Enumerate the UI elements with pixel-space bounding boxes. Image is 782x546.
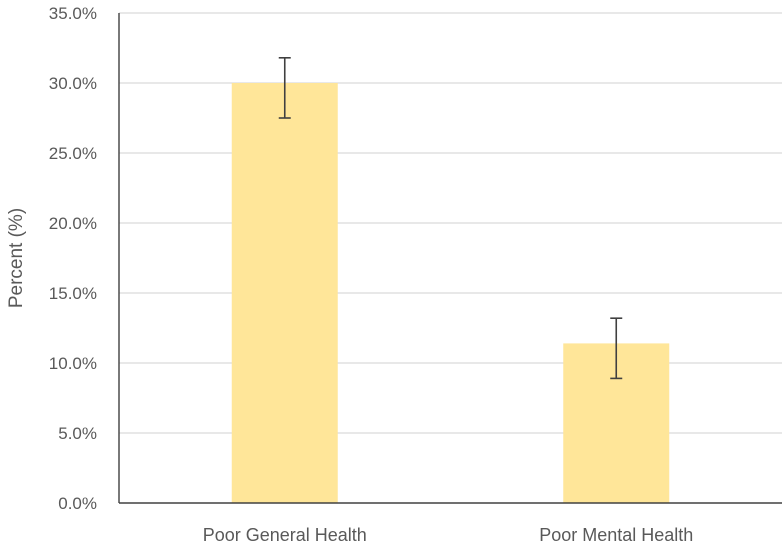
y-tick-label: 25.0% [49,144,97,163]
y-tick-label: 35.0% [49,4,97,23]
y-tick-label: 15.0% [49,284,97,303]
axes [118,13,782,504]
error-bar [610,317,623,380]
y-tick-label: 20.0% [49,214,97,233]
error-bar [278,56,291,119]
x-category-label: Poor General Health [203,525,367,545]
y-tick-label: 30.0% [49,74,97,93]
y-tick-label: 0.0% [58,494,97,513]
bar [231,83,338,503]
gridlines [119,12,782,434]
y-tick-label: 5.0% [58,424,97,443]
x-category-labels: Poor General Health Poor Mental Health [203,525,694,545]
y-axis-title: Percent (%) [6,208,27,308]
y-tick-label: 10.0% [49,354,97,373]
y-tick-labels: 0.0% 5.0% 10.0% 15.0% 20.0% 25.0% 30.0% 35.0% [49,4,97,513]
x-category-label: Poor Mental Health [539,525,693,545]
error-bars [278,56,623,380]
